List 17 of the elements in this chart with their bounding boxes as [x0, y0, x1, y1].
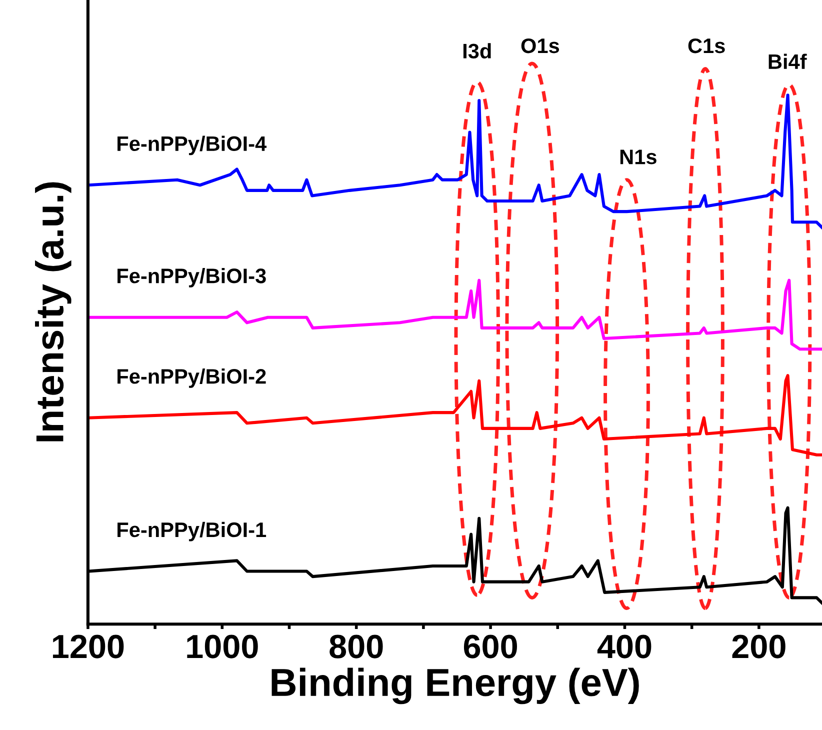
- series-label: Fe-nPPy/BiOI-3: [118, 268, 266, 288]
- y-axis-title: Intensity (a.u.): [35, 182, 72, 442]
- text: Bi4f: [768, 54, 807, 69]
- text: O1s: [521, 38, 560, 54]
- x-tick-label: 400: [597, 634, 652, 658]
- annotation: N1s: [620, 150, 656, 164]
- x-tick-label: 800: [330, 634, 383, 658]
- series-label: Fe-nPPy/BiOI-1: [118, 522, 266, 542]
- series-label: Fe-nPPy/BiOI-2: [118, 368, 266, 388]
- x-tick-label: 1000: [187, 634, 258, 658]
- x-axis-title: Binding Energy (eV): [272, 668, 639, 704]
- series-label: Fe-nPPy/BiOI-4: [118, 136, 267, 156]
- x-tick-label: 200: [732, 634, 786, 658]
- text: I3d: [463, 43, 491, 59]
- text: C1s: [688, 38, 725, 54]
- x-tick-label: 1200: [52, 634, 124, 658]
- x-tick-label: 600: [464, 634, 517, 658]
